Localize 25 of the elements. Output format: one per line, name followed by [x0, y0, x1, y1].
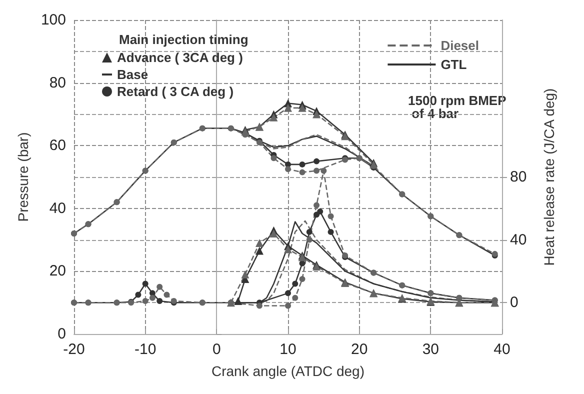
y2-tick-label: 80	[510, 168, 527, 186]
legend-label: Base	[117, 67, 148, 82]
legend-label: Retard ( 3 CA deg )	[117, 84, 234, 99]
y-tick-label: 0	[58, 326, 66, 342]
y-tick-label: 40	[49, 200, 66, 217]
x-tick-label: 40	[494, 341, 510, 358]
x-tick-label: -20	[63, 341, 85, 358]
x-tick-label: 10	[280, 341, 296, 358]
x-tick-label: -10	[134, 341, 156, 358]
y2-tick-label: 40	[510, 231, 527, 248]
y-tick-label: 100	[40, 12, 66, 28]
y-axis-title: Pressure (bar)	[15, 132, 32, 222]
y-tick-label: 60	[49, 137, 66, 154]
legend-label: Diesel	[440, 38, 480, 53]
y-tick-label: 20	[49, 262, 66, 280]
x-tick-label: 20	[350, 341, 368, 358]
y2-axis-title: Heat release rate (J/CA deg)	[541, 88, 557, 266]
x-axis-title: Crank angle (ATDC deg)	[211, 363, 365, 379]
legend-label: Advance ( 3CA deg )	[117, 50, 243, 65]
x-tick-label: 30	[422, 341, 440, 358]
x-tick-label: 0	[212, 341, 221, 358]
legend-label: GTL	[440, 57, 467, 72]
legend-title: Main injection timing	[119, 32, 248, 47]
y-tick-label: 80	[49, 74, 66, 92]
y2-tick-label: 0	[510, 294, 518, 312]
